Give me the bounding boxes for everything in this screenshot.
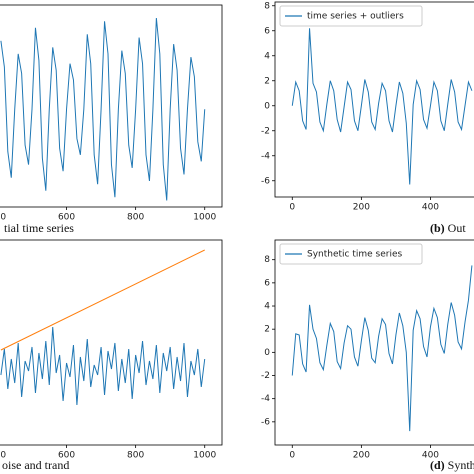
panel: 0 200 400 -6 -4 -2 0 2 4 6 8 Synthetic time series (… — [261, 239, 474, 472]
caption: (b) Out — [430, 221, 466, 235]
y-tick-label: -4 — [261, 394, 270, 404]
y-tick-label: 0 — [264, 348, 270, 358]
x-tick-label: 0 — [289, 203, 295, 213]
x-tick-label: 600 — [58, 451, 75, 461]
legend-box — [279, 243, 423, 265]
axes-frame — [274, 239, 474, 446]
caption: oise and trand — [2, 458, 69, 472]
axes-frame — [0, 4, 223, 208]
y-tick-label: 8 — [264, 255, 270, 265]
x-tick-label: 200 — [353, 203, 370, 213]
series-line — [291, 265, 473, 432]
y-tick-label: -6 — [261, 176, 270, 186]
legend-box — [279, 5, 423, 27]
panel: 0 200 400 -6 -4 -2 0 2 4 6 8 time series + outliers… — [261, 1, 474, 235]
series-line — [0, 326, 206, 406]
caption-text: tial time series — [4, 221, 74, 235]
x-tick-label: 1000 — [193, 213, 216, 223]
y-tick-label: -2 — [261, 371, 270, 381]
caption-text: Out — [448, 221, 467, 235]
caption-text: Synthetic — [448, 458, 474, 472]
axes-frame — [0, 239, 223, 446]
x-tick-label: 800 — [127, 213, 144, 223]
x-tick-label: 400 — [422, 203, 439, 213]
axes-frame — [274, 1, 474, 198]
series-line — [0, 17, 206, 201]
legend-label: Synthetic time series — [307, 250, 403, 260]
series-line — [291, 28, 473, 185]
x-tick-label: 400 — [0, 451, 6, 461]
caption-label: (b) — [430, 221, 445, 235]
x-tick-label: 400 — [0, 213, 6, 223]
legend-label: time series + outliers — [307, 12, 404, 22]
x-tick-label: 800 — [127, 451, 144, 461]
caption-text: oise and trand — [2, 458, 69, 472]
y-tick-label: 6 — [264, 26, 270, 36]
y-tick-label: 8 — [264, 1, 270, 11]
y-tick-label: -4 — [261, 151, 270, 161]
series-line — [0, 249, 205, 351]
x-tick-label: 0 — [289, 451, 295, 461]
x-tick-label: 600 — [58, 213, 75, 223]
caption: (d) Synthetic — [430, 458, 474, 472]
panel: 400 600 800 1000 oise and trand — [0, 239, 223, 472]
y-tick-label: 4 — [264, 302, 270, 312]
y-tick-label: 4 — [264, 51, 270, 61]
y-tick-label: 2 — [264, 76, 270, 86]
caption: tial time series — [4, 221, 74, 235]
y-tick-label: -6 — [261, 417, 270, 427]
x-tick-label: 400 — [422, 451, 439, 461]
y-tick-label: 2 — [264, 325, 270, 335]
y-tick-label: 6 — [264, 278, 270, 288]
y-tick-label: 0 — [264, 101, 270, 111]
x-tick-label: 1000 — [193, 451, 216, 461]
y-tick-label: -2 — [261, 126, 270, 136]
x-tick-label: 200 — [353, 451, 370, 461]
caption-label: (d) — [430, 458, 445, 472]
panel: 400 600 800 1000 tial time series — [0, 4, 223, 235]
